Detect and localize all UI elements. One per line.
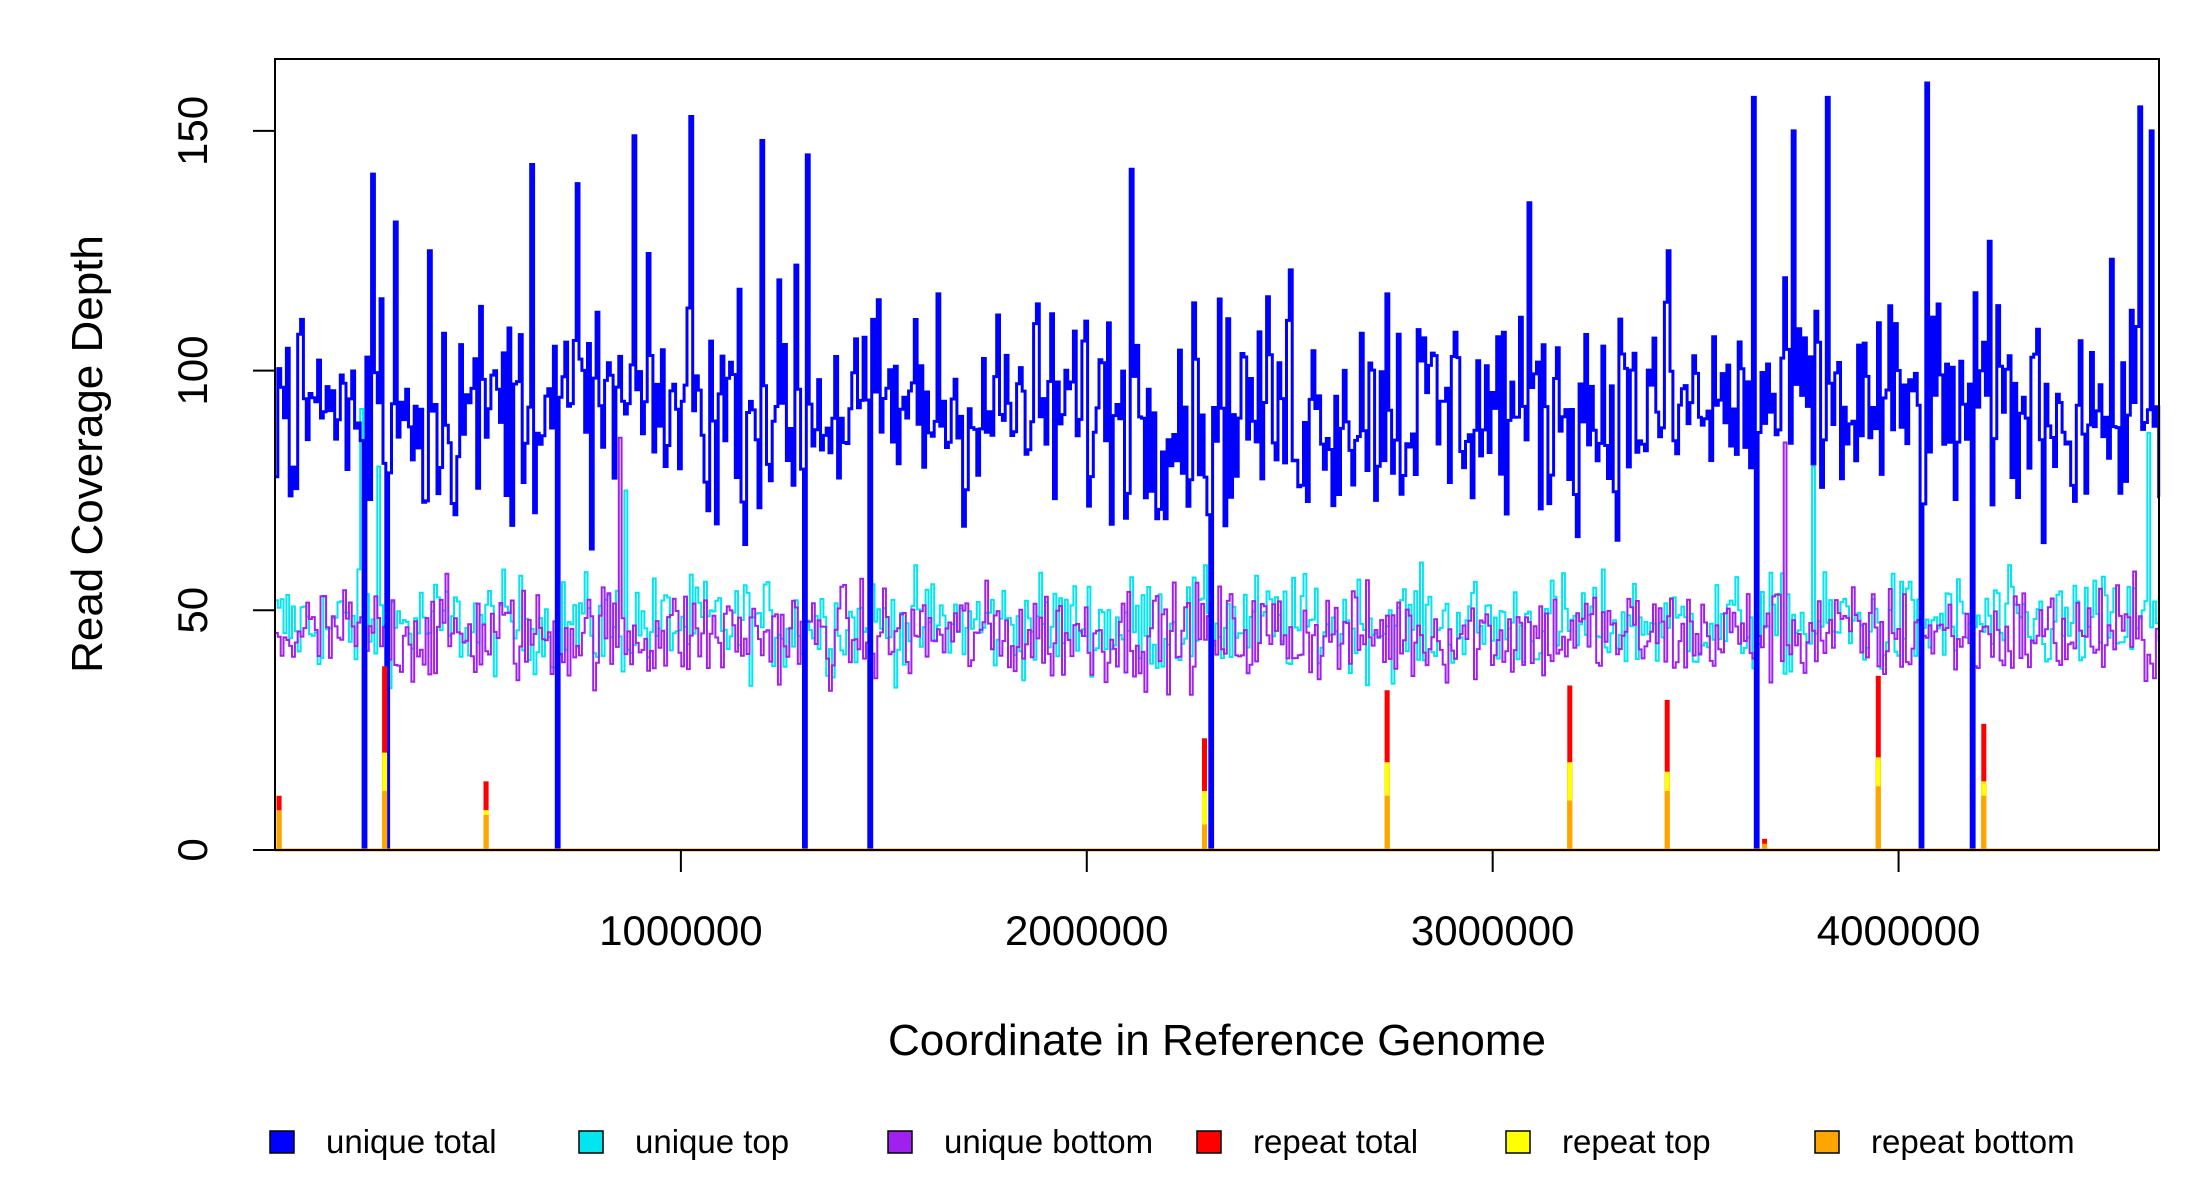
x-tick-label: 4000000 bbox=[1817, 907, 1981, 954]
legend-label-unique-total: unique total bbox=[326, 1123, 497, 1160]
y-tick-label: 50 bbox=[169, 587, 216, 634]
legend-swatch-repeat-top bbox=[1505, 1130, 1531, 1154]
series-layer bbox=[275, 81, 2161, 852]
legend-label-repeat-top: repeat top bbox=[1562, 1123, 1711, 1160]
x-tick-label: 3000000 bbox=[1411, 907, 1575, 954]
x-tick-label: 2000000 bbox=[1005, 907, 1169, 954]
legend: unique total unique top unique bottom repea… bbox=[269, 1123, 2075, 1160]
legend-label-unique-bottom: unique bottom bbox=[944, 1123, 1153, 1160]
axes-layer: 1000000 2000000 3000000 4000000 0 50 100 150 bbox=[169, 96, 1980, 954]
y-tick-label: 0 bbox=[169, 838, 216, 861]
legend-label-unique-top: unique top bbox=[635, 1123, 789, 1160]
series-line-unique-bottom bbox=[275, 436, 2160, 851]
legend-swatch-unique-total bbox=[269, 1130, 295, 1154]
y-tick-label: 100 bbox=[169, 336, 216, 406]
legend-label-repeat-total: repeat total bbox=[1253, 1123, 1418, 1160]
legend-swatch-unique-top bbox=[578, 1130, 604, 1154]
y-axis-title: Read Coverage Depth bbox=[63, 235, 112, 673]
legend-swatch-repeat-total bbox=[1196, 1130, 1222, 1154]
x-tick-label: 1000000 bbox=[599, 907, 763, 954]
legend-swatch-unique-bottom bbox=[887, 1130, 913, 1154]
legend-swatch-repeat-bottom bbox=[1814, 1130, 1840, 1154]
legend-label-repeat-bottom: repeat bottom bbox=[1871, 1123, 2075, 1160]
x-axis-title: Coordinate in Reference Genome bbox=[888, 1016, 1546, 1065]
series-line-unique-total bbox=[275, 81, 2161, 852]
y-tick-label: 150 bbox=[169, 96, 216, 166]
